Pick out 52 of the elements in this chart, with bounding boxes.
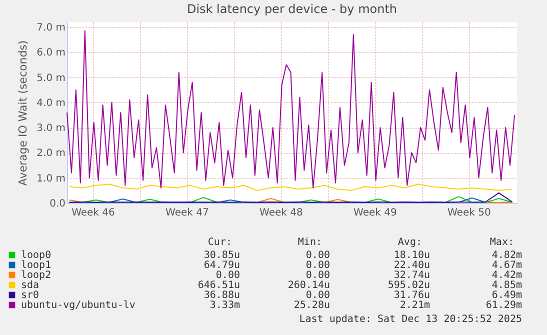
legend-label: sr0 [21, 290, 40, 301]
text: Max: [490, 237, 514, 248]
x-tick-label: Week 47 [166, 208, 209, 218]
y-tick-label: 4.0 m [36, 98, 66, 109]
text: 18.10u [394, 250, 430, 261]
text: 260.14u [288, 280, 330, 291]
line-series [66, 30, 516, 188]
text: 61.29m [486, 300, 522, 311]
y-tick-label: 6.0 m [36, 48, 66, 59]
text: 4.85m [492, 280, 522, 291]
text: 4.67m [492, 260, 522, 271]
x-tick-label: Week 46 [72, 208, 115, 218]
text: 0.00 [306, 270, 330, 281]
text: 30.85u [204, 250, 240, 261]
text: 2.21m [400, 300, 430, 311]
text: 595.02u [388, 280, 430, 291]
x-tick-label: Week 49 [354, 208, 397, 218]
x-tick-label: Week 50 [448, 208, 491, 218]
text: Last update: Sat Dec 13 20:25:52 2025 [299, 314, 522, 325]
text: 4.42m [492, 270, 522, 281]
text: Avg: [398, 237, 422, 248]
text: 0.00 [306, 250, 330, 261]
text: 25.28u [294, 300, 330, 311]
y-tick-label: 0.0 [50, 198, 66, 210]
text: 0.00 [306, 290, 330, 301]
text: 36.88u [204, 290, 240, 301]
text: Min: [298, 237, 322, 248]
text: 64.79u [204, 260, 240, 271]
legend-label: loop1 [21, 260, 52, 271]
x-tick-label: Week 48 [260, 208, 303, 218]
text: Cur: [208, 237, 232, 248]
text: 0.00 [306, 260, 330, 271]
y-tick-label: 3.0 m [36, 123, 66, 134]
y-axis-title: Average IO Wait (seconds) [16, 40, 30, 186]
legend-label: loop0 [21, 250, 52, 261]
text: 4.82m [492, 250, 522, 261]
line-series [68, 184, 513, 191]
text: 6.49m [492, 290, 522, 301]
legend-label: ubuntu-vg/ubuntu-lv [21, 300, 136, 311]
text: 0.00 [216, 270, 240, 281]
y-tick-label: 5.0 m [36, 72, 66, 84]
chart-title: Disk latency per device - by month [186, 2, 398, 16]
y-tick-label: 7.0 m [36, 22, 66, 34]
text: 3.33m [210, 300, 240, 311]
y-tick-label: 1.0 m [36, 173, 66, 184]
legend-label: loop2 [21, 270, 52, 281]
text: 32.74u [394, 270, 430, 281]
legend-label: sda [21, 280, 40, 291]
text: 646.51u [198, 280, 240, 291]
text: 31.76u [394, 290, 430, 301]
text: 22.40u [394, 260, 430, 271]
y-tick-label: 2.0 m [36, 148, 66, 160]
